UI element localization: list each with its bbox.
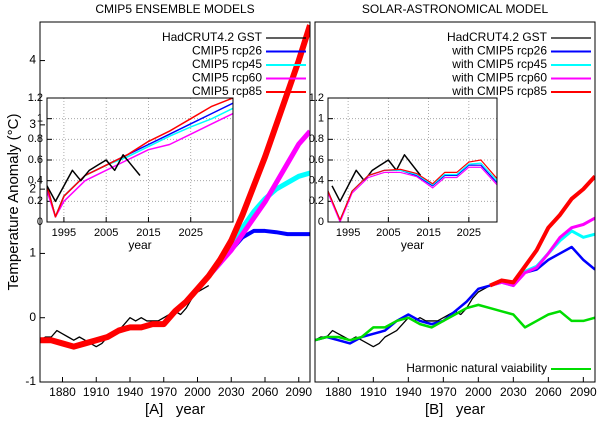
y-tick-label: 0.6 [28, 154, 43, 166]
legend-label: Harmonic natural vaiability [406, 361, 547, 375]
series-line [47, 154, 141, 203]
y-tick-label: 0.2 [28, 195, 43, 207]
x-tick-label: 2000 [184, 385, 211, 399]
inset-panel: 0 0.2 0.4 0.6 0.8 1 1.2 1995 2005 2015 2025 year [28, 92, 234, 252]
legend-label: CMIP5 rcp45 [192, 57, 262, 71]
y-tick-label: 0.4 [28, 175, 43, 187]
panel-title: CMIP5 ENSEMBLE MODELS [95, 2, 254, 16]
legend-label: CMIP5 rcp85 [192, 84, 262, 98]
series-group [40, 24, 310, 350]
x-tick-label: 1910 [360, 385, 387, 399]
plot-frame [314, 21, 596, 383]
panel: 1880 1910 1940 1970 2000 2030 2060 2090 SOLAR-AS… [314, 2, 597, 418]
x-tick-label: 2000 [465, 385, 492, 399]
legend-label: HadCRUT4.2 GST [447, 30, 548, 44]
y-tick-label: 0.8 [309, 133, 324, 145]
x-tick-label: 2060 [535, 385, 562, 399]
x-tick-label: 2025 [178, 227, 202, 239]
y-tick-label: 0.4 [309, 175, 324, 187]
x-tick-label: 1880 [325, 385, 352, 399]
x-tick-label: 2005 [94, 227, 118, 239]
panel-title: SOLAR-ASTRONOMICAL MODEL [362, 2, 549, 16]
y-tick-label: 4 [29, 53, 36, 67]
x-tick-label: 1880 [49, 385, 76, 399]
legend-label: with CMIP5 rcp60 [451, 71, 547, 85]
x-tick-label: 2005 [376, 227, 400, 239]
x-tick-label: 2030 [218, 385, 245, 399]
x-tick-label: 2015 [136, 227, 160, 239]
y-tick-label: 3 [29, 117, 36, 131]
x-tick-label: 2025 [457, 227, 481, 239]
y-tick-label: 1 [29, 246, 36, 260]
y-tick-label: 1.2 [28, 92, 43, 104]
x-tick-label: 2060 [252, 385, 279, 399]
x-tick-label: 1970 [430, 385, 457, 399]
y-tick-label: 0 [318, 216, 324, 228]
legend-label: CMIP5 rcp60 [192, 71, 262, 85]
y-tick-label: 0.8 [28, 133, 43, 145]
inset-panel: 0 0.2 0.4 0.6 0.8 1 1.2 1995 2005 2015 2025 year [309, 92, 498, 252]
x-tick-label: 1995 [336, 227, 360, 239]
x-tick-label: 1910 [83, 385, 110, 399]
series-line [40, 24, 310, 350]
x-axis-label: year [401, 238, 424, 252]
plot-frame [39, 21, 311, 383]
x-tick-label: 1940 [117, 385, 144, 399]
y-axis-label: Temperature Anomaly (°C) [5, 114, 22, 291]
y-tick-label: 0.6 [309, 154, 324, 166]
plot-frame [327, 97, 498, 223]
x-axis-label: year [128, 238, 151, 252]
series-group [47, 98, 233, 218]
legend-label: with CMIP5 rcp45 [451, 57, 547, 71]
y-tick-label: 2 [29, 181, 36, 195]
y-tick-label: 0 [37, 216, 43, 228]
series-line [206, 129, 310, 278]
y-tick-label: 1.2 [309, 92, 324, 104]
legend-label: CMIP5 rcp26 [192, 44, 262, 58]
y-tick-label: -1 [25, 374, 36, 388]
series-line [331, 154, 422, 203]
legend-background [405, 362, 591, 376]
x-tick-label: 2090 [570, 385, 597, 399]
series-group [315, 174, 595, 348]
x-axis-label: [B] year [425, 401, 485, 418]
legend-label: with CMIP5 rcp26 [451, 44, 547, 58]
series-line [40, 285, 210, 348]
x-tick-label: 1995 [52, 227, 76, 239]
legend-label: with CMIP5 rcp85 [451, 84, 547, 98]
x-tick-label: 2030 [500, 385, 527, 399]
series-line [315, 303, 595, 342]
y-tick-label: 1 [318, 113, 324, 125]
x-tick-label: 2015 [416, 227, 440, 239]
series-line [47, 98, 233, 218]
legend-label: HadCRUT4.2 GST [162, 30, 263, 44]
y-tick-label: 0.2 [309, 195, 324, 207]
y-tick-label: 1 [37, 113, 43, 125]
series-line [328, 159, 497, 221]
series-group [328, 154, 497, 222]
series-line [489, 174, 595, 288]
x-axis-label: [A] year [145, 401, 205, 418]
x-tick-label: 1970 [150, 385, 177, 399]
plot-frame [46, 97, 234, 223]
series-line [328, 166, 497, 222]
series-line [315, 285, 491, 348]
x-tick-label: 1940 [395, 385, 422, 399]
series-line [489, 216, 595, 288]
y-tick-label: 0 [29, 310, 36, 324]
x-tick-label: 2090 [285, 385, 312, 399]
